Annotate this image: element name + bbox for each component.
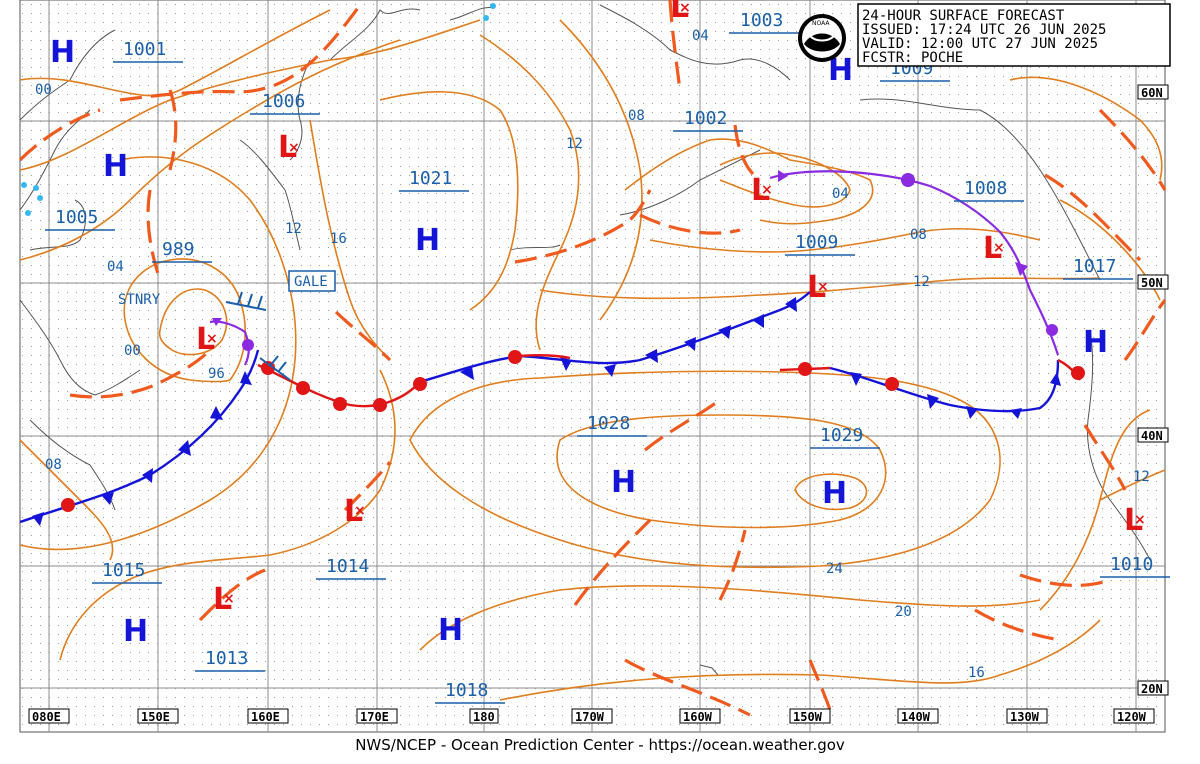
svg-text:×: ×	[1134, 512, 1146, 528]
svg-text:×: ×	[679, 0, 691, 16]
lon-tick: 170W	[575, 710, 605, 724]
high-center: H	[103, 149, 128, 184]
pressure-label: 1009	[795, 232, 838, 253]
isobar-label: 00	[35, 82, 52, 98]
pressure-label: 1003	[740, 10, 783, 31]
longitude-labels: 080E 150E 160E 170E 180 170W 160W 150W 1…	[28, 708, 1155, 724]
isobars	[19, 9, 1166, 701]
pressure-label: 1017	[1073, 256, 1116, 277]
isobar-label: 20	[895, 604, 912, 620]
low-center: L	[196, 322, 215, 357]
lon-tick: 170E	[360, 710, 389, 724]
lat-tick: 50N	[1141, 276, 1163, 290]
low-center: L	[983, 231, 1002, 266]
pressure-label: 1029	[820, 425, 863, 446]
pressure-label: 1013	[205, 648, 248, 669]
latitude-labels: 60N 50N 40N 20N	[1137, 84, 1169, 696]
svg-text:×: ×	[993, 240, 1005, 256]
pressure-label: 989	[162, 239, 195, 260]
isobar-label: 96	[208, 366, 225, 382]
lon-tick: 160E	[251, 710, 280, 724]
low-center: L	[751, 173, 770, 208]
high-center: H	[1083, 325, 1108, 360]
isobar-label: 16	[330, 231, 347, 247]
high-center: H	[123, 614, 148, 649]
noaa-logo: NOAA	[798, 14, 846, 62]
isobar-label: 04	[692, 28, 709, 44]
svg-text:×: ×	[206, 331, 218, 347]
low-center: L	[213, 582, 232, 617]
pressure-label: 1008	[964, 178, 1007, 199]
svg-text:GALE: GALE	[294, 274, 328, 290]
isobar-label: 12	[285, 221, 302, 237]
low-center: L	[278, 130, 297, 165]
isobar-label: 04	[107, 259, 124, 275]
isobar-labels: 00 04 00 96 08 12 16 12 08 04 08 12 04 2…	[35, 28, 1150, 681]
high-center: H	[50, 35, 75, 70]
isobar-label: 08	[910, 227, 927, 243]
isobar-label: 12	[566, 136, 583, 152]
header-issued: ISSUED: 17:24 UTC 26 JUN 2025	[862, 22, 1106, 38]
isobar-label: 12	[1133, 469, 1150, 485]
pressure-label: 1014	[326, 556, 369, 577]
lat-tick: 20N	[1141, 682, 1163, 696]
pressure-label: 1010	[1110, 554, 1153, 575]
lon-tick: 150E	[141, 710, 170, 724]
lon-tick: 130W	[1010, 710, 1040, 724]
logo-text: NOAA	[812, 20, 830, 27]
low-center: L	[807, 270, 826, 305]
pressure-label: 1018	[445, 680, 488, 701]
forecast-header: 24-HOUR SURFACE FORECAST ISSUED: 17:24 U…	[857, 3, 1171, 67]
pressure-label: 1028	[587, 413, 630, 434]
gale-warning: GALE	[288, 270, 336, 292]
pressure-label: 1015	[102, 560, 145, 581]
svg-text:×: ×	[761, 182, 773, 198]
pressure-labels: 1001 1006 1005 989 1021 1003 1009 1002 1…	[45, 10, 1170, 704]
pressure-label: 1005	[55, 207, 98, 228]
lon-tick: 140W	[901, 710, 931, 724]
high-pressure-centers: H H H H H H H H H	[50, 35, 1108, 649]
isobar-label: 16	[968, 665, 985, 681]
header-title: 24-HOUR SURFACE FORECAST	[862, 8, 1065, 24]
pressure-label: 1001	[123, 39, 166, 60]
low-center: L	[1124, 503, 1143, 538]
header-forecaster: FCSTR: POCHE	[862, 50, 963, 66]
lon-tick: 160W	[683, 710, 713, 724]
isobar-label: 12	[913, 274, 930, 290]
lat-tick: 40N	[1141, 429, 1163, 443]
lat-tick: 60N	[1141, 86, 1163, 100]
high-center: H	[415, 223, 440, 258]
header-valid: VALID: 12:00 UTC 27 JUN 2025	[862, 36, 1098, 52]
svg-text:×: ×	[354, 503, 366, 519]
lon-tick: 180	[473, 710, 495, 724]
low-center: L	[670, 0, 689, 25]
isobar-label: 08	[628, 108, 645, 124]
pressure-label: 1006	[262, 91, 305, 112]
isobar-label: 04	[832, 186, 849, 202]
sea-ice-markers	[21, 3, 496, 216]
svg-text:×: ×	[288, 140, 300, 156]
high-center: H	[611, 465, 636, 500]
lon-tick: 150W	[793, 710, 823, 724]
svg-text:×: ×	[223, 591, 235, 607]
isobar-label: 08	[45, 457, 62, 473]
stationary-label: STNRY	[118, 292, 161, 308]
gale-wind-barbs	[225, 291, 291, 381]
low-pressure-centers: L× L× L× L× L× L× L× L× L×	[196, 0, 1146, 617]
footer-credit: NWS/NCEP - Ocean Prediction Center - htt…	[355, 736, 845, 754]
pressure-label: 1021	[409, 168, 452, 189]
svg-text:×: ×	[817, 279, 829, 295]
pressure-label: 1002	[684, 108, 727, 129]
lon-tick: 120W	[1117, 710, 1147, 724]
low-center: L	[344, 494, 363, 529]
lon-tick: 080E	[32, 710, 61, 724]
high-center: H	[822, 476, 847, 511]
troughs	[18, 0, 1167, 717]
isobar-label: 24	[826, 561, 843, 577]
isobar-label: 00	[124, 343, 141, 359]
high-center: H	[438, 613, 463, 648]
